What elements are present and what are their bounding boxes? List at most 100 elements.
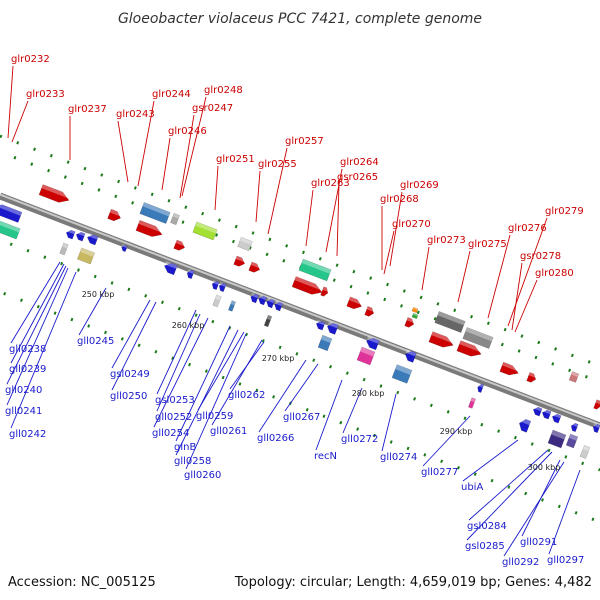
reverse-gene-leader xyxy=(78,287,107,336)
reverse-gene-label: gll0242 xyxy=(9,429,46,440)
gene-feature xyxy=(364,306,376,317)
gene-feature xyxy=(135,219,165,237)
gene-feature xyxy=(356,346,376,366)
accession-text: Accession: NC_005125 xyxy=(8,575,156,590)
gene-feature xyxy=(411,312,419,320)
gene-feature xyxy=(121,244,128,253)
gene-feature xyxy=(0,220,21,240)
reverse-gene-label: gsl0249 xyxy=(110,369,150,380)
ruler-label: 300 kbp xyxy=(528,463,561,472)
ruler-label: 250 kbp xyxy=(82,290,115,299)
reverse-gene-label: gsl0284 xyxy=(467,521,507,532)
forward-gene-label: glr0275 xyxy=(468,239,507,250)
gene-feature xyxy=(192,221,218,241)
gene-features xyxy=(0,184,600,459)
forward-gene-leader xyxy=(181,96,207,197)
forward-gene-leader xyxy=(305,189,314,247)
forward-gene-label: glr0263 xyxy=(311,178,350,189)
reverse-gene-label: gll0245 xyxy=(77,336,114,347)
gene-feature xyxy=(76,247,96,265)
forward-gene-leader xyxy=(511,262,523,331)
gene-feature xyxy=(462,327,494,349)
gene-feature xyxy=(291,276,324,295)
forward-gene-label: glr0232 xyxy=(11,54,50,65)
ruler-labels: 250 kbp 260 kbp 270 kbp 280 kbp 290 kbp 300 k… xyxy=(82,290,561,472)
forward-gene-leader xyxy=(137,100,155,187)
forward-gene-leader xyxy=(421,246,430,291)
gene-feature xyxy=(274,301,284,312)
forward-gene-label: glr0273 xyxy=(427,235,466,246)
reverse-gene-label: gll0291 xyxy=(520,537,557,548)
gene-feature xyxy=(405,349,417,363)
forward-gene-leader xyxy=(267,147,288,235)
gene-feature xyxy=(266,298,276,309)
reverse-gene-leader xyxy=(315,379,343,451)
reverse-gene-label: recN xyxy=(314,451,337,462)
ruler-label: 290 kbp xyxy=(440,427,473,436)
reverse-gene-leader xyxy=(468,449,549,521)
reverse-gene-label: gll0274 xyxy=(380,452,417,463)
reverse-gene-leader xyxy=(156,309,197,395)
reverse-gene-label: gll0262 xyxy=(228,390,265,401)
forward-gene-leader xyxy=(7,65,14,139)
gene-feature xyxy=(541,408,552,420)
gene-feature xyxy=(248,261,262,273)
gene-feature xyxy=(551,412,562,424)
reverse-gene-label: gll0254 xyxy=(152,428,189,439)
gene-feature xyxy=(404,317,416,328)
reverse-gene-leader xyxy=(381,393,397,452)
gene-feature xyxy=(170,212,180,226)
gene-feature xyxy=(212,294,222,308)
forward-gene-label: glr0244 xyxy=(152,89,191,100)
reverse-gene-leader xyxy=(6,265,67,385)
reverse-gene-leader xyxy=(175,325,231,442)
forward-gene-leader xyxy=(325,168,343,253)
reverse-gene-label: ubiA xyxy=(461,482,483,493)
reverse-gene-label: glnB xyxy=(174,442,196,453)
reverse-gene-label: gll0239 xyxy=(9,364,46,375)
forward-gene-label: glr0233 xyxy=(26,89,65,100)
topology-summary: Topology: circular; Length: 4,659,019 bp… xyxy=(234,575,592,590)
gene-feature xyxy=(565,433,579,449)
genome-backbone xyxy=(0,192,600,430)
gene-feature xyxy=(346,296,364,310)
reverse-gene-leader xyxy=(284,363,319,412)
forward-gene-leader xyxy=(336,183,340,257)
orf-ticks xyxy=(0,134,600,524)
forward-gene-label: glr0276 xyxy=(508,223,547,234)
gene-feature xyxy=(579,445,591,459)
gene-feature xyxy=(75,230,86,242)
reverse-gene-leader xyxy=(548,469,581,555)
gene-feature xyxy=(228,300,236,312)
forward-gene-leader xyxy=(507,217,548,327)
gene-feature xyxy=(519,417,532,433)
forward-gene-leader xyxy=(179,114,195,199)
reverse-gene-label: gll0259 xyxy=(196,411,233,422)
reverse-gene-label: gll0297 xyxy=(547,555,584,566)
gene-feature xyxy=(218,282,227,293)
gene-feature xyxy=(570,422,579,433)
gene-feature xyxy=(258,295,268,306)
forward-gene-leader xyxy=(255,170,261,223)
reverse-gene-label: gll0292 xyxy=(502,557,539,568)
forward-gene-label: glr0264 xyxy=(340,157,379,168)
reverse-gene-label: gll0258 xyxy=(174,456,211,467)
reverse-gene-leader xyxy=(153,317,209,428)
gene-feature xyxy=(532,405,543,417)
forward-gene-leader xyxy=(11,100,29,143)
map-title: Gloeobacter violaceus PCC 7421, complete… xyxy=(118,11,482,27)
reverse-gene-label: gll0260 xyxy=(184,470,221,481)
gene-feature xyxy=(164,261,178,276)
gene-feature xyxy=(593,399,600,410)
reverse-gene-label: gll0238 xyxy=(9,344,46,355)
reverse-gene-leader xyxy=(111,299,151,369)
forward-gene-leader xyxy=(383,230,395,275)
reverse-gene-leader xyxy=(175,329,239,456)
forward-gene-label: gsr0278 xyxy=(520,251,561,262)
orf-tick-row xyxy=(0,290,600,524)
forward-gene-label: glr0280 xyxy=(535,268,574,279)
forward-gene-label: glr0257 xyxy=(285,136,324,147)
gene-feature xyxy=(173,239,187,251)
